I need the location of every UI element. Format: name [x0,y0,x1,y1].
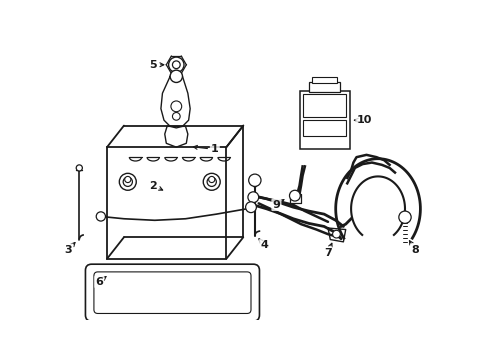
Circle shape [203,173,220,190]
Text: 1: 1 [210,144,218,154]
FancyBboxPatch shape [85,264,259,321]
Circle shape [170,70,182,82]
Bar [308,82,340,93]
Text: 7: 7 [324,248,331,258]
FancyBboxPatch shape [94,272,250,314]
Circle shape [207,177,216,186]
Circle shape [171,101,182,112]
Circle shape [398,211,410,223]
Circle shape [245,202,256,213]
Text: 10: 10 [356,115,371,125]
Bar [299,91,349,149]
Text: 2: 2 [149,181,157,191]
Circle shape [172,61,180,69]
Bar [302,94,346,117]
Text: 8: 8 [410,244,418,255]
Circle shape [96,212,105,221]
Circle shape [124,176,131,183]
Circle shape [208,176,214,183]
Text: 9: 9 [272,200,280,210]
Circle shape [119,173,136,190]
Text: 3: 3 [64,244,72,255]
Text: 4: 4 [260,240,267,250]
Circle shape [168,57,183,72]
Circle shape [76,165,82,171]
Bar [302,120,346,136]
Text: 6: 6 [95,277,103,287]
Circle shape [123,177,132,186]
Circle shape [172,112,180,120]
Circle shape [247,192,258,203]
Bar [311,77,337,83]
Bar [107,147,226,259]
Circle shape [248,174,261,186]
Circle shape [332,230,340,238]
Circle shape [289,190,300,201]
Text: 5: 5 [149,60,157,70]
